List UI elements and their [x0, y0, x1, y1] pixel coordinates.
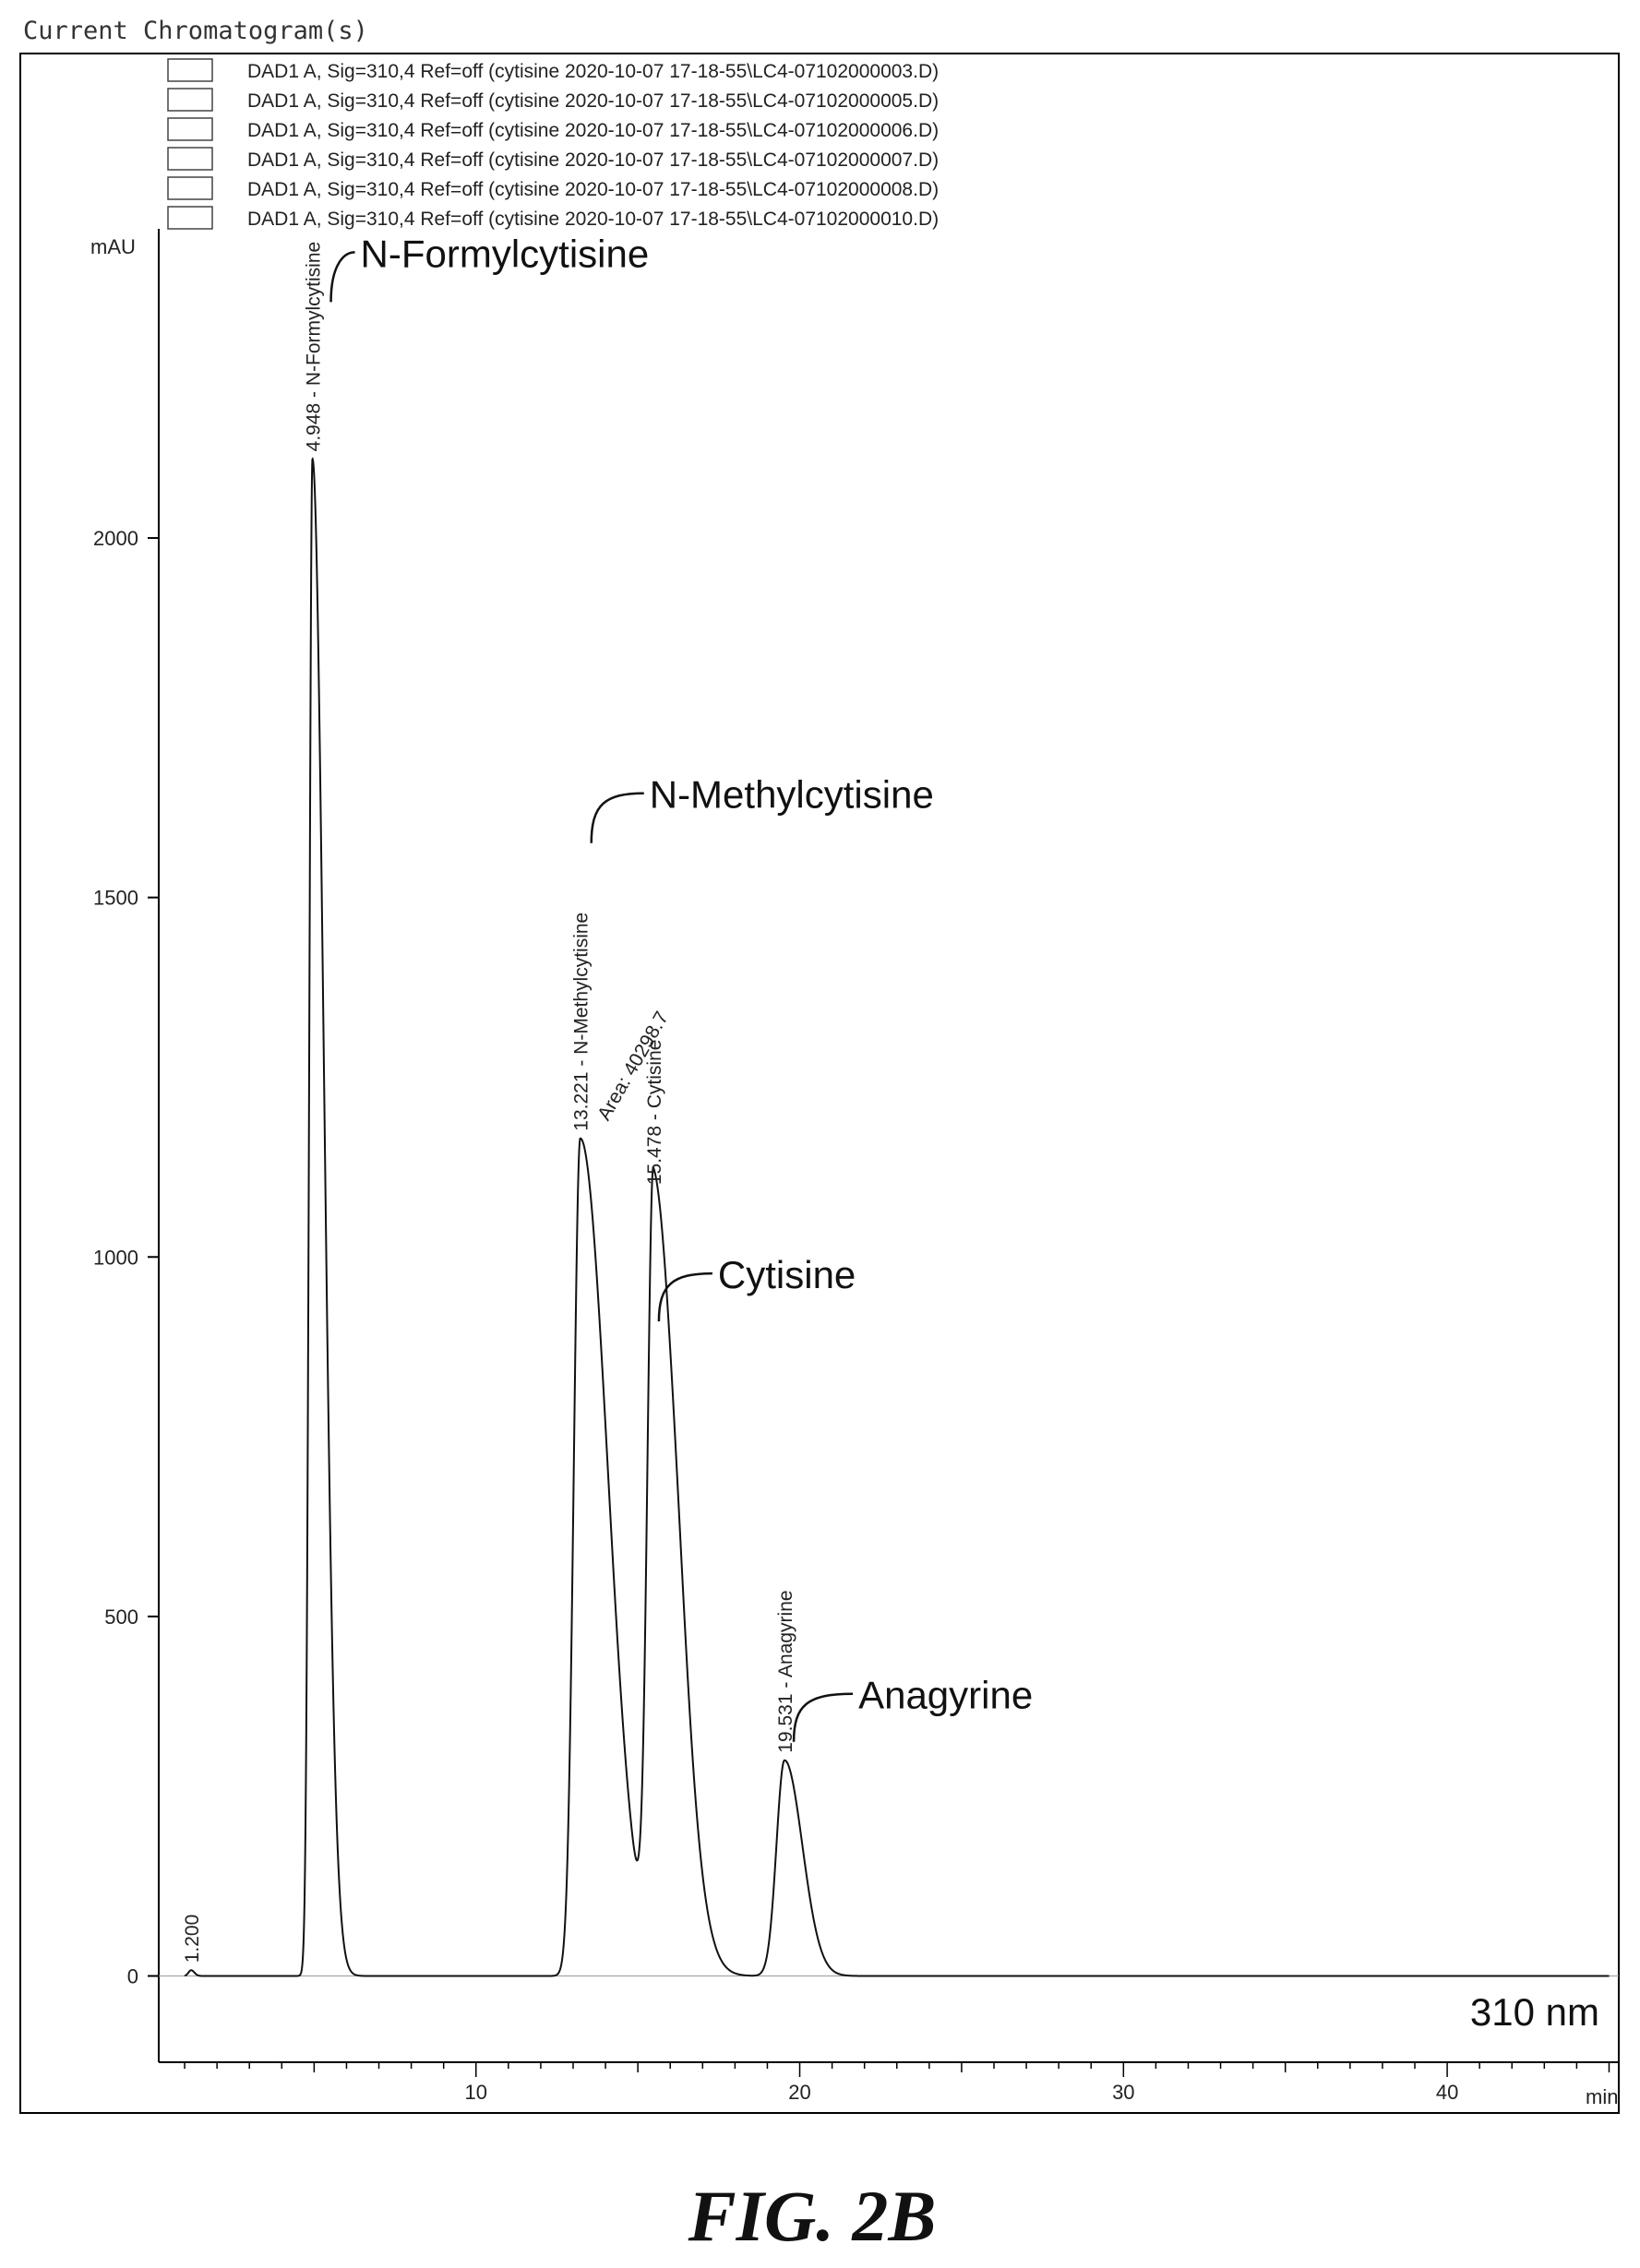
- legend-entry: DAD1 A, Sig=310,4 Ref=off (cytisine 2020…: [247, 149, 939, 171]
- legend-entry: DAD1 A, Sig=310,4 Ref=off (cytisine 2020…: [247, 209, 939, 230]
- peak-label: 4.948 - N-Formylcytisine: [304, 242, 325, 452]
- annotation-leader: [657, 1271, 712, 1322]
- y-ticks: 0 500 1000 1500 2000: [93, 527, 159, 1987]
- legend-swatch: [167, 117, 213, 141]
- peak-label: 1.200: [182, 1915, 203, 1964]
- legend-swatch: [167, 88, 213, 112]
- y-tick-label: 1500: [93, 887, 138, 910]
- legend-entry: DAD1 A, Sig=310,4 Ref=off (cytisine 2020…: [247, 90, 939, 112]
- legend-swatch: [167, 58, 213, 82]
- peak-labels: 1.200 4.948 - N-Formylcytisine 13.221 - N-…: [182, 242, 796, 1963]
- x-ticks: 10 20 30 40: [184, 2062, 1610, 2104]
- x-tick-label: 40: [1436, 2081, 1458, 2104]
- annotation-leader: [792, 1692, 854, 1742]
- x-axis-label: min: [1586, 2085, 1618, 2108]
- legend-swatch: [167, 147, 213, 171]
- compound-annotation: N-Methylcytisine: [650, 773, 934, 817]
- figure-caption: FIG. 2B: [688, 2176, 937, 2256]
- compound-annotation: Anagyrine: [858, 1674, 1033, 1717]
- x-tick-label: 10: [465, 2081, 487, 2104]
- y-tick-label: 2000: [93, 527, 138, 550]
- legend: DAD1 A, Sig=310,4 Ref=off (cytisine 2020…: [167, 58, 939, 230]
- legend-entry: DAD1 A, Sig=310,4 Ref=off (cytisine 2020…: [247, 61, 939, 82]
- compound-annotation: N-Formylcytisine: [361, 232, 650, 275]
- y-axis-label: mAU: [90, 235, 136, 258]
- y-tick-label: 0: [127, 1964, 138, 1987]
- figure-frame: [19, 53, 1620, 2114]
- x-tick-label: 30: [1112, 2081, 1134, 2104]
- header-title: Current Chromatogram(s): [23, 17, 368, 45]
- annotation-leader: [590, 792, 644, 843]
- y-tick-label: 1000: [93, 1246, 138, 1269]
- legend-entry: DAD1 A, Sig=310,4 Ref=off (cytisine 2020…: [247, 120, 939, 141]
- peak-label: 19.531 - Anagyrine: [775, 1590, 796, 1752]
- peak-label: 15.478 - Cytisine: [644, 1040, 665, 1186]
- peak-label: 13.221 - N-Methylcytisine: [571, 913, 593, 1131]
- legend-swatch: [167, 206, 213, 230]
- compound-annotation: Cytisine: [718, 1253, 856, 1296]
- legend-swatch: [167, 176, 213, 200]
- wavelength-label: 310 nm: [1470, 1990, 1599, 2034]
- axes: mAU min 310 nm: [90, 229, 1619, 2108]
- compound-annotations: N-Formylcytisine N-Methylcytisine Cytisine…: [329, 232, 1033, 1742]
- legend-entry: DAD1 A, Sig=310,4 Ref=off (cytisine 2020…: [247, 179, 939, 200]
- x-tick-label: 20: [788, 2081, 810, 2104]
- annotation-leader: [329, 251, 355, 303]
- y-tick-label: 500: [104, 1606, 138, 1629]
- chromatogram-trace: [184, 457, 1610, 1977]
